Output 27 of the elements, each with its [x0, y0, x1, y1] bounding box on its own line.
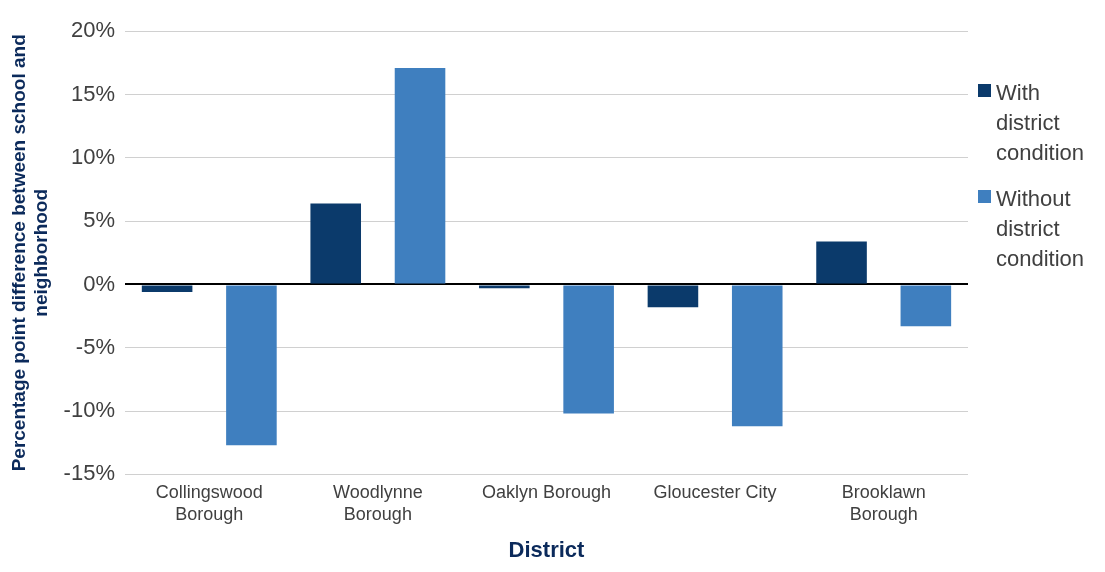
- x-tick-label: Gloucester City: [653, 482, 777, 503]
- y-tick-label: 15%: [70, 80, 115, 106]
- x-tick-label: Woodlynne Borough: [333, 482, 423, 524]
- bar: [647, 285, 699, 308]
- bar: [479, 285, 530, 289]
- bar: [816, 241, 867, 284]
- bar: [900, 285, 952, 327]
- x-tick-label: Oaklyn Borough: [481, 482, 612, 503]
- y-tick-label: -15%: [63, 460, 115, 486]
- bar: [731, 285, 783, 427]
- y-axis-title: Percentage point difference between school and neighborhood: [7, 34, 52, 472]
- y-tick-label: 10%: [70, 143, 115, 169]
- x-tick-label: Collingswood Borough: [155, 482, 263, 524]
- x-tick-label: Brooklawn Borough: [841, 482, 926, 524]
- legend-label: Without district condition: [996, 185, 1086, 273]
- y-tick-label: -10%: [63, 397, 115, 423]
- bar: [226, 285, 277, 446]
- bar: [141, 285, 193, 293]
- y-tick-label: 5%: [83, 207, 115, 233]
- bar: [310, 203, 362, 284]
- y-tick-label: 20%: [70, 17, 115, 43]
- bar: [394, 67, 446, 284]
- y-tick-label: 0%: [83, 270, 115, 296]
- x-axis-title: District: [508, 536, 586, 562]
- bar: [563, 285, 614, 414]
- y-tick-label: -5%: [75, 333, 115, 359]
- legend-label: With district condition: [996, 79, 1086, 167]
